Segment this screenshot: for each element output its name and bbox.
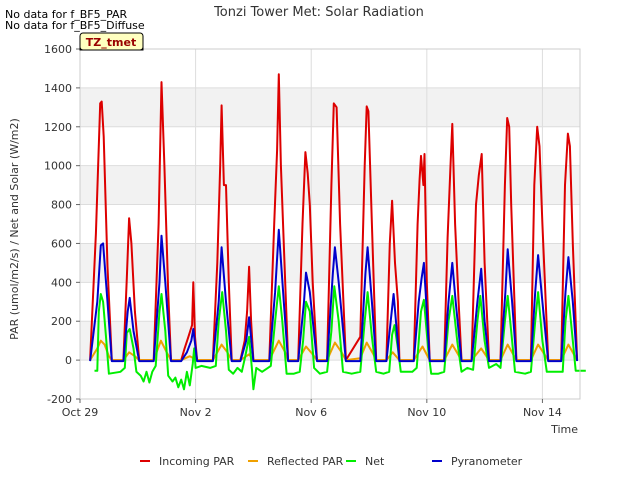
- x-axis-ticks: Oct 29 Nov 2 Nov 6 Nov 10 Nov 14: [62, 399, 562, 419]
- no-data-message-diffuse: No data for f_BF5_Diffuse: [5, 19, 145, 32]
- x-tick-label: Oct 29: [62, 406, 99, 419]
- y-tick-label: 0: [65, 354, 72, 367]
- x-tick-label: Nov 6: [295, 406, 327, 419]
- y-tick-label: -200: [47, 393, 72, 406]
- series-lines: [89, 73, 586, 391]
- y-tick-label: 1200: [44, 121, 72, 134]
- legend-label-pyranometer: Pyranometer: [451, 455, 523, 468]
- y-tick-label: 200: [51, 315, 72, 328]
- y-tick-label: 1400: [44, 82, 72, 95]
- y-axis-ticks: -200 0 200 400 600 800 1000 1200 1400 1600: [44, 43, 80, 406]
- series-line-pyranometer: [89, 228, 579, 363]
- y-tick-label: 800: [51, 199, 72, 212]
- y-tick-label: 600: [51, 237, 72, 250]
- background-band: [80, 165, 580, 205]
- plot-frame: [79, 48, 581, 400]
- series-line-net: [94, 285, 586, 391]
- legend-label-net: Net: [365, 455, 385, 468]
- y-tick-label: 1600: [44, 43, 72, 56]
- y-axis-title: PAR (umol/m2/s) / Net and Solar (W/m2): [8, 118, 21, 340]
- x-tick-label: Nov 10: [407, 406, 446, 419]
- site-badge-label: TZ_tmet: [86, 36, 136, 49]
- y-tick-label: 1000: [44, 160, 72, 173]
- x-tick-label: Nov 2: [180, 406, 212, 419]
- x-axis-title: Time: [550, 423, 578, 436]
- no-data-message-par: No data for f_BF5_PAR: [5, 8, 128, 21]
- legend-label-incoming-par: Incoming PAR: [159, 455, 235, 468]
- legend-label-reflected-par: Reflected PAR: [267, 455, 344, 468]
- x-tick-label: Nov 14: [523, 406, 562, 419]
- site-badge-box: [79, 32, 144, 51]
- background-band: [80, 87, 580, 127]
- legend: Incoming PAR Reflected PAR Net Pyranometer: [140, 455, 523, 468]
- site-badge: TZ_tmet: [79, 32, 144, 51]
- y-tick-label: 400: [51, 276, 72, 289]
- chart-title: Tonzi Tower Met: Solar Radiation: [213, 5, 424, 20]
